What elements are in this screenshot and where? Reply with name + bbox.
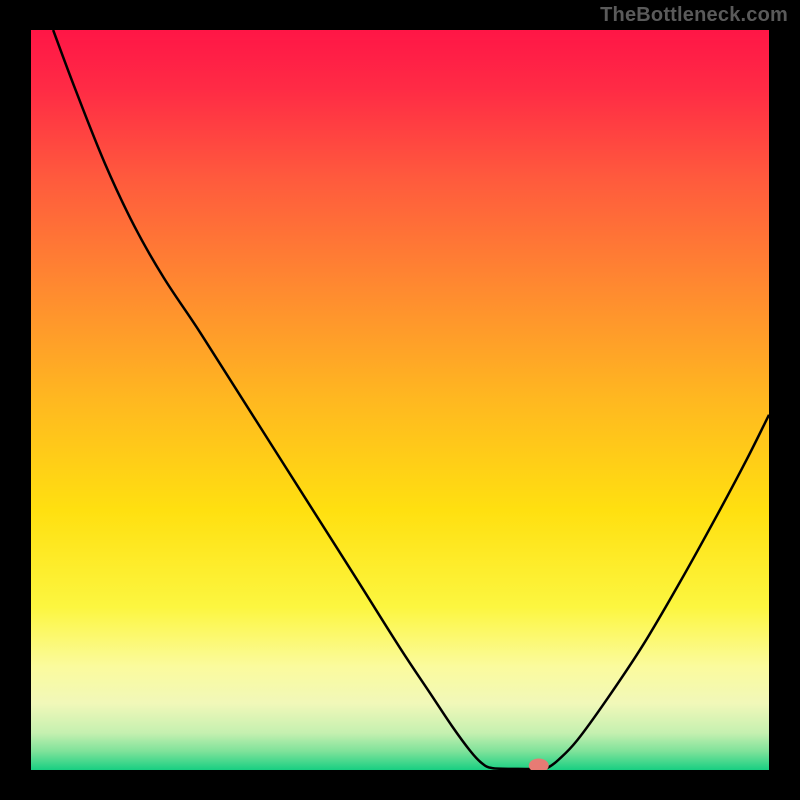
chart-background xyxy=(31,30,769,770)
chart-svg xyxy=(31,30,769,770)
bottleneck-chart xyxy=(31,30,769,770)
watermark-text: TheBottleneck.com xyxy=(600,4,788,27)
